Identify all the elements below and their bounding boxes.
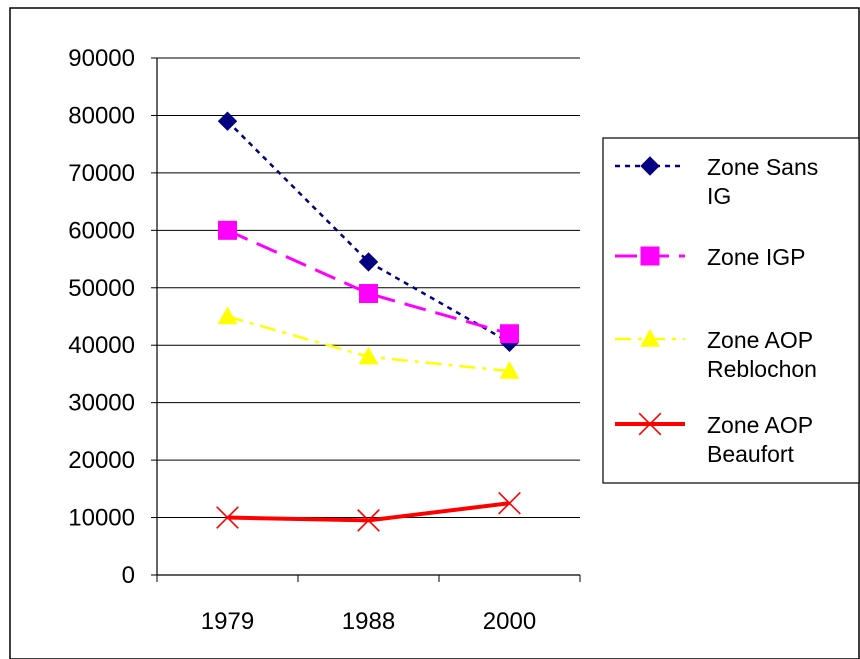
- y-tick-label-70000: 70000: [68, 160, 135, 187]
- y-tick-label-0: 0: [122, 562, 135, 589]
- series-3: [216, 491, 521, 532]
- series-3-point-1: [357, 509, 380, 532]
- legend-label-3-0: Zone AOP: [707, 412, 813, 438]
- series-1-point-2: [500, 324, 519, 344]
- legend-label-3-1: Beaufort: [707, 441, 795, 467]
- series-3-point-1-b: [357, 509, 380, 532]
- y-tick-label-30000: 30000: [68, 390, 135, 417]
- legend-swatch-marker-3: [638, 412, 662, 436]
- series-3-point-0: [216, 506, 239, 529]
- x-tick-label-2000: 2000: [483, 608, 536, 635]
- x-tick-label-1988: 1988: [342, 608, 395, 635]
- y-tick-label-40000: 40000: [68, 332, 135, 359]
- series-3-point-2: [498, 491, 521, 515]
- x-tick-label-1979: 1979: [201, 608, 254, 635]
- y-tick-label-80000: 80000: [68, 102, 135, 129]
- legend-swatch-marker-2: [640, 328, 660, 347]
- legend-swatch-marker-3-b: [638, 412, 662, 436]
- y-tick-label-90000: 90000: [68, 45, 135, 72]
- series-1-line: [226, 228, 510, 336]
- series-2-point-2: [499, 361, 520, 379]
- series-1-point-1: [359, 284, 378, 304]
- y-tick-label-60000: 60000: [68, 217, 135, 244]
- legend-label-0-1: IG: [707, 183, 731, 209]
- y-tick-label-10000: 10000: [68, 505, 135, 532]
- legend-label-1-0: Zone IGP: [707, 244, 805, 270]
- series-2-point-1: [358, 346, 379, 365]
- axes: 0 10000 20000 30000 40000 50000 60000 70000 8000…: [68, 45, 581, 635]
- series-2-point-0: [217, 306, 238, 325]
- y-tick-label-20000: 20000: [68, 447, 135, 474]
- y-tick-label-50000: 50000: [68, 275, 135, 302]
- series-1-point-0: [218, 220, 237, 240]
- legend-swatch-marker-0: [640, 156, 660, 176]
- legend-label-2-1: Reblochon: [707, 356, 817, 382]
- series-3-point-0-b: [216, 506, 239, 529]
- series-3-point-2-b: [498, 491, 521, 515]
- legend-label-0-0: Zone Sans: [707, 154, 818, 180]
- legend: Zone Sans IG Zone IGP Zone AOP Reblochon Zone…: [602, 137, 860, 484]
- legend-swatch-marker-1: [640, 246, 660, 266]
- series-2: [217, 306, 520, 379]
- series-group: [216, 111, 521, 532]
- legend-label-2-0: Zone AOP: [707, 327, 813, 353]
- series-1: [218, 220, 519, 344]
- series-0-point-1: [358, 252, 379, 272]
- series-0-point-0: [217, 111, 238, 131]
